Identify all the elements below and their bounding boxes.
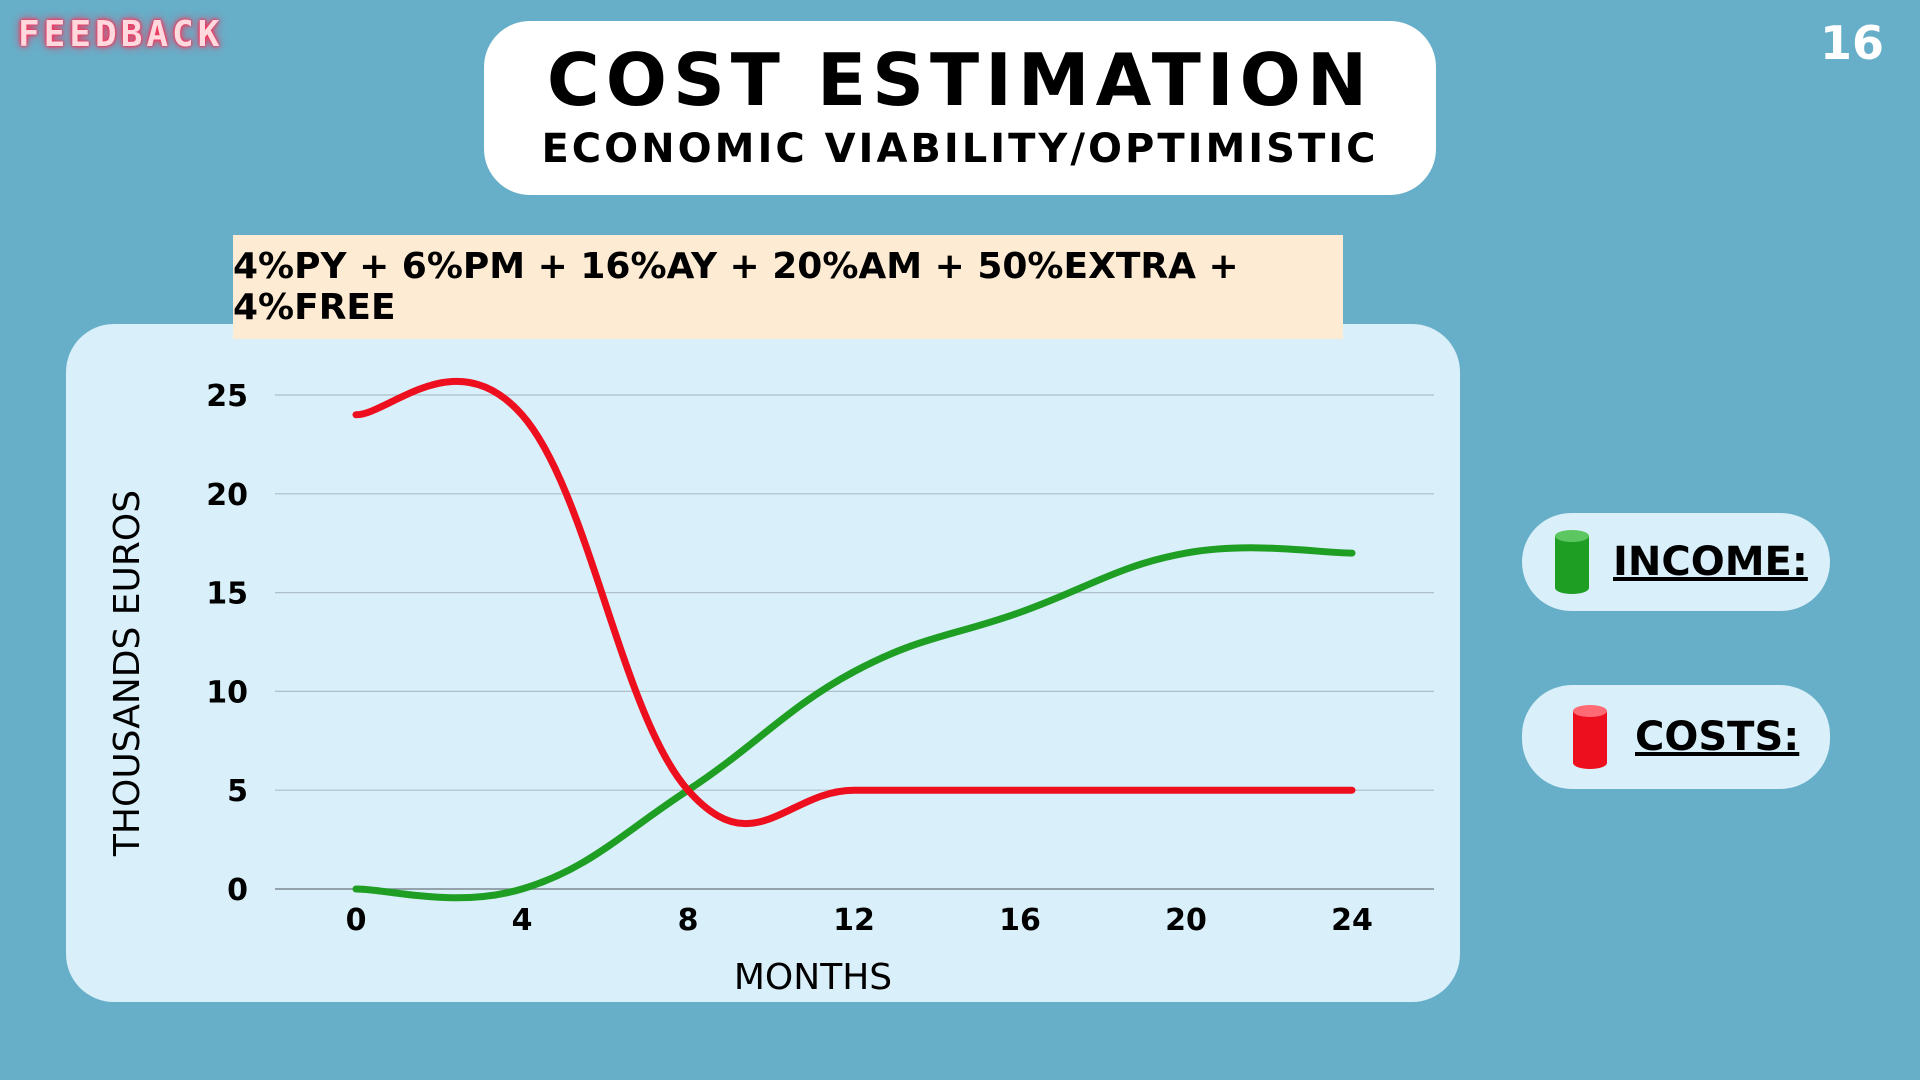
legend-item-costs: COSTS: <box>1522 685 1830 789</box>
x-tick-label: 4 <box>512 903 533 938</box>
y-tick-label: 20 <box>206 478 248 513</box>
x-tick-label: 20 <box>1165 903 1207 938</box>
x-tick-label: 8 <box>678 903 699 938</box>
legend-label-income: INCOME: <box>1613 539 1808 585</box>
y-tick-label: 0 <box>227 873 248 908</box>
x-tick-label: 16 <box>999 903 1041 938</box>
brand-logo: FEEDBACK <box>18 14 224 55</box>
legend-label-costs: COSTS: <box>1635 714 1800 760</box>
y-axis-label: THOUSANDS EUROS <box>107 490 148 857</box>
x-tick-label: 12 <box>833 903 875 938</box>
x-tick-label: 0 <box>346 903 367 938</box>
formula-text: 4%PY + 6%PM + 16%AY + 20%AM + 50%EXTRA +… <box>233 246 1239 328</box>
red-cylinder-icon <box>1573 705 1607 769</box>
series-line-income <box>352 544 1356 902</box>
y-tick-label: 15 <box>206 577 248 612</box>
page-title: COST ESTIMATION <box>546 38 1374 122</box>
page-subtitle: ECONOMIC VIABILITY/OPTIMISTIC <box>541 125 1379 172</box>
legend-item-income: INCOME: <box>1522 513 1830 611</box>
title-card: COST ESTIMATION ECONOMIC VIABILITY/OPTIM… <box>484 21 1436 195</box>
series-line-costs <box>352 377 1356 827</box>
x-axis-label: MONTHS <box>734 957 892 998</box>
page-number: 16 <box>1819 16 1884 70</box>
y-tick-label: 25 <box>206 379 248 414</box>
x-tick-label: 24 <box>1331 903 1373 938</box>
y-tick-label: 10 <box>206 675 248 710</box>
y-tick-label: 5 <box>227 774 248 809</box>
green-cylinder-icon <box>1555 530 1589 594</box>
formula-banner: 4%PY + 6%PM + 16%AY + 20%AM + 50%EXTRA +… <box>233 235 1343 339</box>
